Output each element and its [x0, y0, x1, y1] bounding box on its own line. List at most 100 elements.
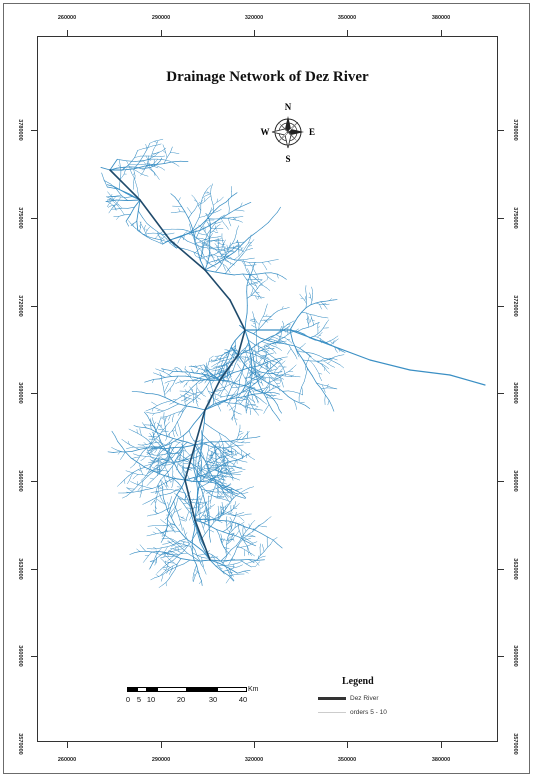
stream-segment: [188, 542, 191, 548]
stream-segment: [246, 295, 252, 299]
stream-segment: [232, 242, 237, 244]
stream-segment: [163, 388, 167, 393]
stream-segment: [117, 441, 123, 447]
stream-segment: [198, 559, 202, 565]
stream-segment: [323, 303, 327, 305]
stream-segment: [161, 509, 167, 513]
stream-segment: [200, 480, 209, 483]
stream-segment: [127, 206, 135, 209]
stream-segment: [130, 481, 135, 484]
stream-segment: [250, 456, 256, 461]
stream-segment: [138, 469, 142, 472]
stream-segment: [200, 553, 205, 556]
stream-segment: [171, 526, 174, 531]
stream-segment: [198, 248, 203, 253]
stream-segment: [229, 222, 232, 227]
stream-segment: [155, 465, 160, 467]
stream-segment: [229, 263, 235, 269]
stream-segment: [192, 531, 198, 540]
stream-segment: [263, 358, 268, 361]
stream-segment: [199, 368, 204, 370]
stream-segment: [243, 387, 249, 389]
stream-segment: [225, 381, 230, 383]
stream-segment: [240, 547, 245, 550]
stream-segment: [266, 372, 271, 378]
stream-segment: [204, 269, 216, 273]
stream-segment: [247, 268, 250, 273]
stream-segment: [163, 470, 169, 472]
stream-segment: [233, 562, 240, 565]
stream-segment: [244, 527, 247, 532]
stream-segment: [191, 536, 194, 546]
stream-segment: [155, 574, 159, 577]
stream-segment: [196, 451, 199, 455]
stream-segment: [268, 373, 272, 377]
stream-segment: [208, 495, 212, 498]
stream-segment: [191, 551, 194, 558]
stream-segment: [237, 363, 240, 368]
stream-segment: [265, 351, 267, 357]
stream-segment: [307, 355, 310, 361]
stream-segment: [251, 394, 254, 400]
stream-segment: [228, 533, 232, 536]
stream-segment: [254, 281, 259, 283]
stream-segment: [205, 460, 209, 465]
stream-segment: [140, 173, 145, 176]
stream-segment: [170, 548, 174, 550]
stream-segment: [152, 457, 156, 460]
stream-segment: [182, 467, 187, 469]
stream-segment: [222, 505, 224, 509]
stream-segment: [237, 467, 243, 469]
stream-segment: [222, 528, 228, 533]
stream-segment: [248, 388, 253, 391]
stream-segment: [249, 407, 251, 412]
stream-segment: [107, 451, 114, 453]
stream-segment: [224, 258, 227, 261]
stream-segment: [208, 462, 212, 464]
stream-segment: [237, 383, 246, 387]
stream-segment: [249, 373, 254, 377]
stream-segment: [174, 552, 179, 555]
stream-segment: [145, 488, 153, 490]
stream-segment: [170, 500, 175, 508]
stream-segment: [190, 227, 192, 232]
stream-segment: [161, 487, 164, 491]
stream-segment: [173, 555, 179, 561]
stream-segment: [234, 449, 237, 454]
stream-segment: [216, 529, 220, 535]
stream-segment: [218, 371, 222, 374]
stream-segment: [331, 342, 335, 345]
stream-segment: [184, 530, 186, 536]
stream-segment: [228, 567, 238, 574]
stream-segment: [250, 291, 253, 295]
stream-segment: [244, 378, 247, 386]
stream-segment: [226, 494, 231, 498]
stream-segment: [213, 518, 219, 523]
stream-segment: [142, 168, 145, 173]
stream-segment: [278, 370, 283, 373]
trunk-stream-segment: [409, 369, 451, 376]
stream-segment: [215, 265, 221, 273]
stream-segment: [149, 140, 155, 144]
stream-segment: [206, 470, 208, 473]
stream-segment: [156, 408, 161, 411]
stream-segment: [146, 471, 151, 475]
stream-segment: [165, 503, 168, 512]
stream-segment: [208, 472, 211, 478]
stream-segment: [207, 478, 213, 483]
stream-segment: [209, 559, 217, 567]
stream-segment: [163, 159, 170, 162]
stream-segment: [179, 519, 184, 521]
stream-segment: [209, 465, 213, 469]
stream-segment: [339, 364, 344, 369]
stream-segment: [241, 395, 245, 399]
stream-segment: [188, 387, 193, 392]
stream-segment: [208, 390, 212, 393]
stream-segment: [297, 328, 303, 332]
stream-segment: [201, 379, 204, 383]
stream-segment: [174, 152, 180, 154]
stream-segment: [168, 507, 172, 515]
stream-segment: [215, 479, 219, 482]
stream-segment: [321, 388, 326, 396]
stream-segment: [211, 462, 218, 465]
